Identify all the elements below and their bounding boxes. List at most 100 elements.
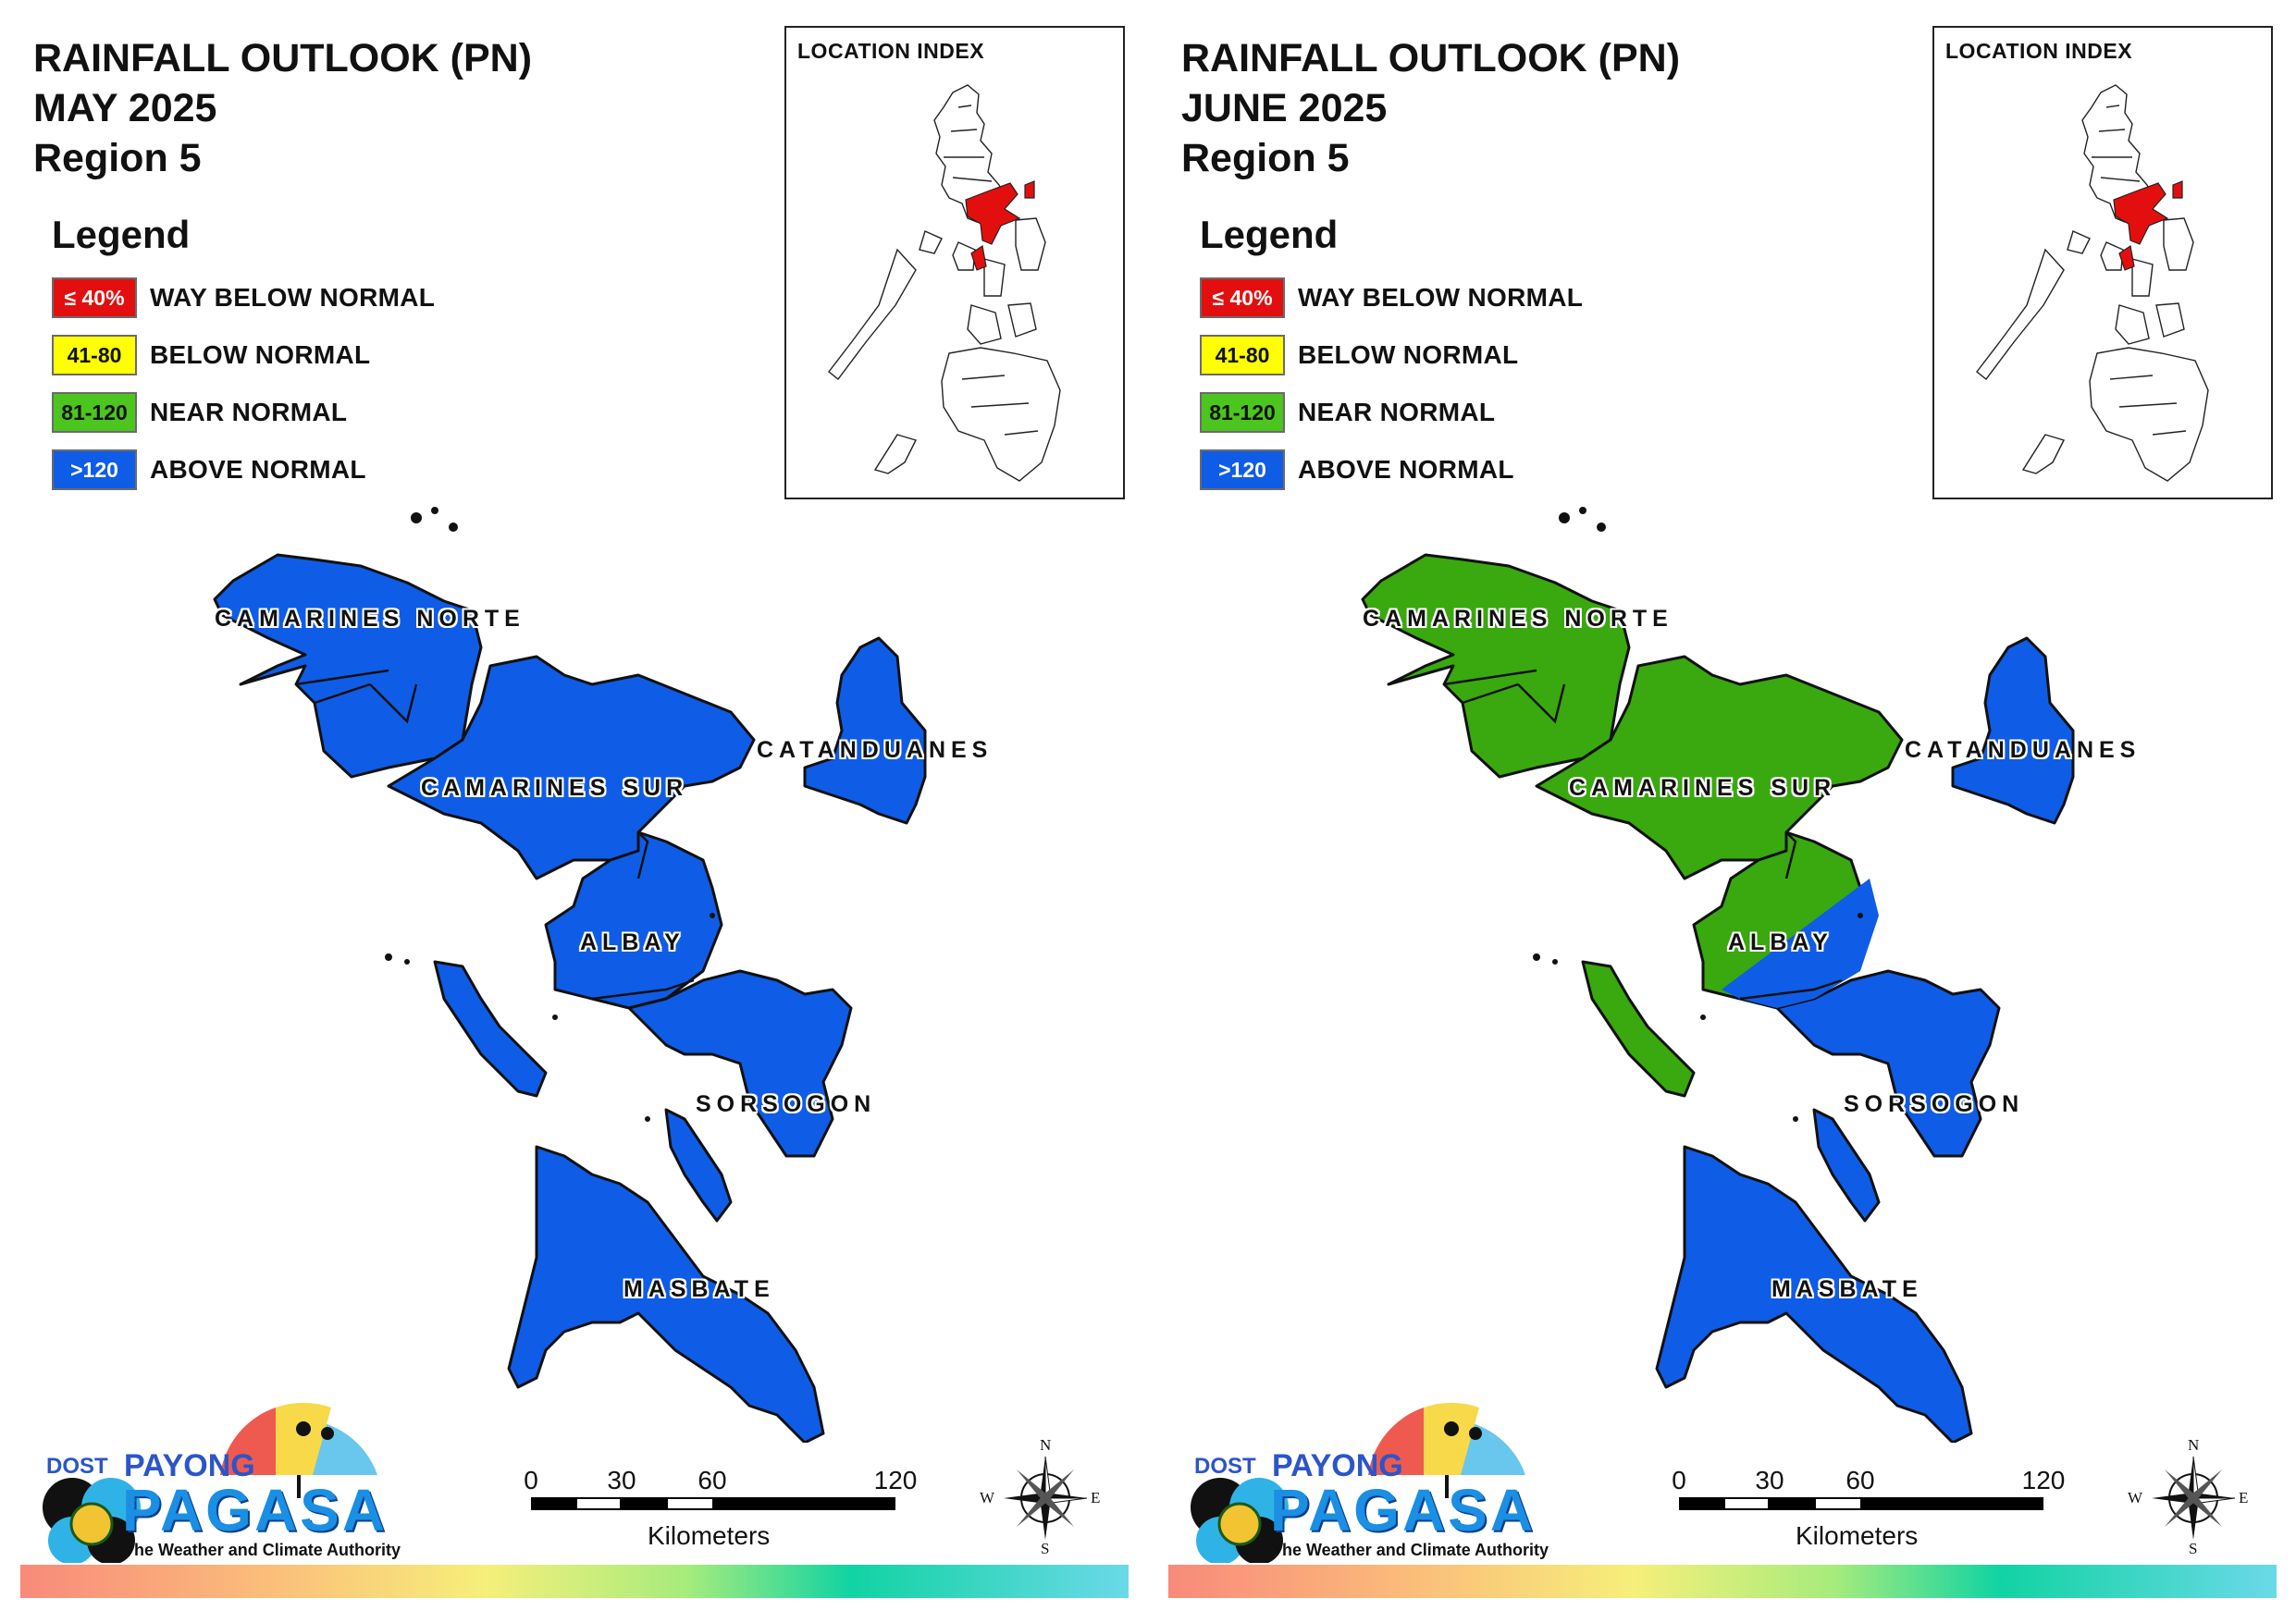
north-arrow: N S E W [2128,1436,2248,1557]
scale-tick-60: 60 [1845,1466,1875,1494]
island-burias [433,960,548,1098]
label-masbate: MASBATE [623,1276,775,1302]
location-index-inset: LOCATION INDEX [784,26,1125,499]
location-index-inset: LOCATION INDEX [1932,26,2273,499]
logo-tagline: The Weather and Climate Authority [124,1541,401,1559]
may-2025-panel: RAINFALL OUTLOOK (PN) MAY 2025 Region 5 … [0,26,1148,1598]
logo-tagline: The Weather and Climate Authority [1272,1541,1549,1559]
scale-segment [712,1497,895,1510]
scale-tick-0: 0 [1672,1466,1686,1494]
scale-segment [575,1497,622,1510]
province-catanduanes [803,636,927,825]
compass-n: N [1040,1436,1052,1454]
region-5-map [0,499,1148,1447]
label-camarines-sur: CAMARINES SUR [1569,775,1837,801]
legend-label: BELOW NORMAL [150,340,371,369]
compass-e: E [1091,1489,1101,1506]
philippines-outline-map [828,84,1061,482]
label-camarines-sur: CAMARINES SUR [421,775,689,801]
province-sorsogon [1775,969,2001,1158]
title-line-3: Region 5 [1181,136,1350,180]
legend-item: 41-80 BELOW NORMAL [1200,333,1583,377]
north-arrow: N S E W [980,1436,1100,1557]
compass-s: S [1041,1540,1050,1557]
legend-heading: Legend [1200,213,1339,256]
legend-swatch: 81-120 [1200,392,1285,433]
label-catanduanes: CATANDUANES [757,737,994,763]
province-catanduanes [1951,636,2075,825]
label-albay: ALBAY [1728,929,1833,955]
compass-n: N [2188,1436,2200,1454]
map-title: RAINFALL OUTLOOK (PN) JUNE 2025 Region 5 [1181,33,1680,183]
albay-above-normal-portion [1722,879,1879,1008]
legend-item: >120 ABOVE NORMAL [52,448,435,492]
legend-label: WAY BELOW NORMAL [1298,283,1584,312]
scale-unit: Kilometers [1796,1521,1919,1550]
scale-tick-30: 30 [1755,1466,1784,1494]
label-albay: ALBAY [580,929,685,955]
compass-w: W [980,1489,995,1506]
pagasa-logo: DOST PAYONG PAGASA The Weather and Clima… [35,1387,401,1563]
legend-label: ABOVE NORMAL [150,455,366,484]
logo-pagasa: PAGASA [122,1477,389,1543]
province-sorsogon [627,969,853,1158]
scale-segment [1723,1497,1770,1510]
legend-item: 41-80 BELOW NORMAL [52,333,435,377]
june-2025-panel: RAINFALL OUTLOOK (PN) JUNE 2025 Region 5… [1148,0,2296,1623]
legend-item: 81-120 NEAR NORMAL [52,390,435,435]
label-camarines-norte: CAMARINES NORTE [215,606,525,632]
scale-tick-120: 120 [873,1466,918,1494]
scale-segment [620,1497,668,1510]
legend-label: WAY BELOW NORMAL [150,283,436,312]
legend-label: NEAR NORMAL [150,398,348,426]
legend-label: ABOVE NORMAL [1298,455,1514,484]
title-line-2: MAY 2025 [33,86,217,130]
legend-label: NEAR NORMAL [1298,398,1496,426]
compass-s: S [2189,1540,2198,1557]
province-camarines-norte [213,553,483,779]
compass-w: W [2128,1489,2143,1506]
legend-swatch: 81-120 [52,392,137,433]
legend-swatch: >120 [1200,449,1285,490]
compass-rose-icon [2152,1456,2236,1540]
scale-segment [531,1497,577,1510]
legend: Legend ≤ 40% WAY BELOW NORMAL 41-80 BELOW N… [52,213,435,505]
logo-dost: DOST [46,1454,108,1479]
location-index-label: LOCATION INDEX [1945,39,2133,63]
legend-item: 81-120 NEAR NORMAL [1200,390,1583,435]
logo-pagasa: PAGASA [1270,1477,1537,1543]
logo-dost: DOST [1194,1454,1256,1479]
legend-item: >120 ABOVE NORMAL [1200,448,1583,492]
scale-tick-30: 30 [607,1466,636,1494]
province-map-svg [213,507,927,1445]
legend-heading: Legend [52,213,191,256]
legend-label: BELOW NORMAL [1298,340,1519,369]
umbrella-icon [1191,1402,1525,1563]
scale-tick-120: 120 [2021,1466,2066,1494]
scale-segment [666,1497,714,1510]
compass-e: E [2239,1489,2249,1506]
label-catanduanes: CATANDUANES [1905,737,2142,763]
logo-payong: PAYONG [124,1448,255,1483]
label-sorsogon: SORSOGON [696,1091,877,1117]
legend-item: ≤ 40% WAY BELOW NORMAL [52,276,435,320]
title-line-1: RAINFALL OUTLOOK (PN) [1181,36,1681,80]
province-masbate [1655,1145,1973,1445]
logo-payong: PAYONG [1272,1448,1403,1483]
province-map-svg [1361,507,2075,1445]
scale-segment [1679,1497,1725,1510]
scale-bar: 0 30 60 120 Kilometers [1666,1466,2073,1550]
map-title: RAINFALL OUTLOOK (PN) MAY 2025 Region 5 [33,33,532,183]
scale-segment [1768,1497,1816,1510]
pagasa-logo: DOST PAYONG PAGASA The Weather and Clima… [1183,1387,1549,1563]
legend: Legend ≤ 40% WAY BELOW NORMAL 41-80 BELOW N… [1200,213,1583,505]
scale-segment [1814,1497,1862,1510]
legend-swatch: ≤ 40% [52,277,137,318]
footer-color-bar [1168,1565,2277,1598]
scale-tick-0: 0 [524,1466,538,1494]
title-line-1: RAINFALL OUTLOOK (PN) [33,36,533,80]
title-line-3: Region 5 [33,136,202,180]
legend-swatch: ≤ 40% [1200,277,1285,318]
scale-unit: Kilometers [648,1521,771,1550]
scale-tick-60: 60 [697,1466,727,1494]
